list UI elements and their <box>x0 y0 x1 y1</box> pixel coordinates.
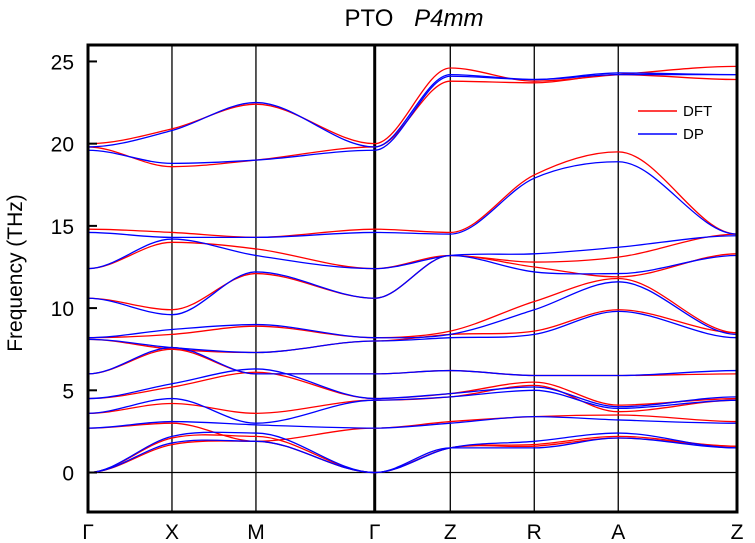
band-line-dp <box>87 346 375 375</box>
band-line-dft <box>87 338 375 354</box>
band-line-dft <box>374 65 738 145</box>
band-line-dp <box>87 439 375 474</box>
y-axis-label: Frequency (THz) <box>4 194 27 352</box>
band-line-dft <box>87 399 375 414</box>
band-line-dp <box>87 271 375 316</box>
band-line-dp <box>374 389 738 410</box>
chart-title-spacegroup: P4mm <box>414 5 483 32</box>
band-line-dp <box>374 437 738 474</box>
band-line-dp <box>374 161 738 235</box>
chart-title-main: PTO <box>345 5 394 32</box>
band-line-dp <box>87 101 375 148</box>
band-line-dp <box>87 238 375 270</box>
band-line-dft <box>87 422 375 442</box>
legend-label-dft: DFT <box>683 103 712 120</box>
band-line-dp <box>374 281 738 339</box>
legend-label-dp: DP <box>683 126 704 143</box>
band-line-dft <box>374 73 738 148</box>
band-line-dp <box>374 415 738 429</box>
band-line-dp <box>87 231 375 239</box>
y-tick-label: 0 <box>62 463 74 486</box>
band-line-dft <box>87 272 375 311</box>
band-line-dp <box>87 338 375 354</box>
symmetry-lines <box>171 45 619 512</box>
band-line-dp <box>87 149 375 165</box>
band-line-dp <box>87 323 375 339</box>
x-tick-label: R <box>527 521 542 543</box>
band-line-dft <box>87 241 375 270</box>
band-line-dft <box>87 371 375 400</box>
chart-title: PTO P4mm <box>345 5 484 32</box>
band-line-dft <box>374 233 738 270</box>
x-tick-label: A <box>611 521 625 543</box>
y-ticks: 0 5 10 15 20 25 <box>51 51 97 486</box>
plot-frame-rect <box>86 43 739 514</box>
band-line-dp <box>374 310 738 342</box>
band-line-dp <box>87 420 375 429</box>
legend: DFT DP <box>638 103 712 143</box>
band-line-dp <box>87 368 375 400</box>
plot-frame <box>86 43 739 514</box>
x-tick-label: Γ <box>82 521 94 543</box>
x-tick-label: Z <box>731 521 744 543</box>
band-line-dft <box>87 228 375 239</box>
band-line-dp <box>374 254 738 299</box>
y-tick-label: 15 <box>51 216 74 239</box>
band-line-dp <box>374 386 738 408</box>
band-line-dft <box>87 325 375 339</box>
x-tick-label: X <box>165 521 179 543</box>
band-line-dp <box>374 369 738 377</box>
band-line-dp <box>87 431 375 474</box>
band-line-dft <box>374 277 738 339</box>
band-line-dft <box>87 103 375 145</box>
x-tick-label: M <box>247 521 265 543</box>
x-tick-label: Z <box>444 521 457 543</box>
y-tick-label: 10 <box>51 298 74 321</box>
band-curves <box>87 65 738 474</box>
y-tick-label: 5 <box>62 380 74 403</box>
band-line-dp <box>87 397 375 424</box>
y-tick-label: 20 <box>51 134 74 157</box>
band-line-dft <box>374 253 738 299</box>
y-tick-label: 25 <box>51 51 74 74</box>
band-line-dp <box>374 432 738 474</box>
band-line-dp <box>374 72 738 148</box>
band-line-dp <box>374 235 738 270</box>
x-tick-label: Γ <box>369 521 381 543</box>
band-line-dft <box>374 151 738 235</box>
band-line-dft <box>87 348 375 375</box>
